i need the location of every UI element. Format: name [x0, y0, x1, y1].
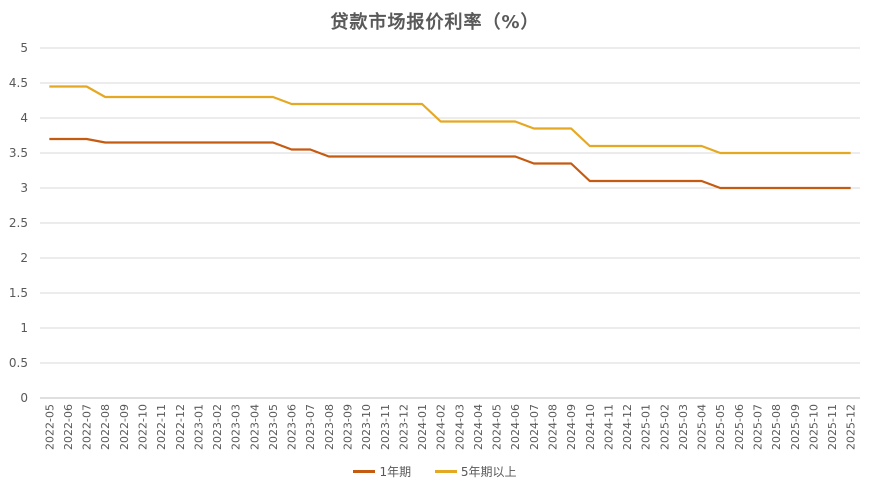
x-tick-label: 2023-08 [323, 404, 336, 450]
series-line-1y[interactable] [49, 137, 851, 190]
y-tick-label: 2 [20, 251, 28, 265]
y-tick-label: 4.5 [9, 76, 28, 90]
y-tick-label: 3.5 [9, 146, 28, 160]
x-tick-label: 2022-06 [62, 404, 75, 450]
x-tick-label: 2024-01 [416, 404, 429, 450]
x-tick-label: 2024-02 [435, 404, 448, 450]
x-tick-label: 2022-09 [118, 404, 131, 450]
gridlines [40, 47, 860, 399]
y-tick-label: 2.5 [9, 216, 28, 230]
y-tick-label: 4 [20, 111, 28, 125]
x-tick-label: 2025-07 [752, 404, 765, 450]
x-axis-ticks: 2022-05 2022-06 2022-07 2022-08 2022-09 2022-… [43, 404, 857, 450]
x-tick-label: 2022-05 [43, 404, 56, 450]
x-tick-label: 2025-04 [696, 404, 709, 450]
x-tick-label: 2024-03 [453, 404, 466, 450]
x-tick-label: 2025-11 [826, 404, 839, 450]
legend: 1年期 5年期以上 [0, 462, 870, 480]
y-tick-label: 1.5 [9, 286, 28, 300]
x-tick-label: 2023-09 [342, 404, 355, 450]
legend-swatch-5y [434, 470, 457, 473]
series-lines [49, 85, 851, 190]
x-tick-label: 2025-03 [677, 404, 690, 450]
y-tick-label: 5 [20, 41, 28, 55]
x-tick-label: 2024-06 [509, 404, 522, 450]
x-tick-label: 2025-10 [807, 404, 820, 450]
y-tick-label: 0 [20, 391, 28, 405]
x-tick-label: 2022-10 [137, 404, 150, 450]
legend-item-1y[interactable]: 1年期 [353, 463, 411, 480]
x-tick-label: 2023-03 [230, 404, 243, 450]
x-tick-label: 2022-12 [174, 404, 187, 450]
x-tick-label: 2022-07 [81, 404, 94, 450]
x-tick-label: 2024-11 [602, 404, 615, 450]
x-tick-label: 2024-12 [621, 404, 634, 450]
x-tick-label: 2023-02 [211, 404, 224, 450]
x-tick-label: 2024-04 [472, 404, 485, 450]
y-tick-label: 0.5 [9, 356, 28, 370]
x-tick-label: 2022-08 [99, 404, 112, 450]
chart-title: 贷款市场报价利率（%） [330, 12, 540, 33]
x-tick-label: 2025-06 [733, 404, 746, 450]
x-tick-label: 2023-10 [360, 404, 373, 450]
x-tick-label: 2024-05 [491, 404, 504, 450]
series-line-5y[interactable] [49, 85, 851, 155]
x-tick-label: 2024-08 [547, 404, 560, 450]
x-tick-label: 2023-12 [397, 404, 410, 450]
x-tick-label: 2023-07 [304, 404, 317, 450]
x-tick-label: 2023-01 [192, 404, 205, 450]
legend-label-1y: 1年期 [379, 465, 412, 479]
x-tick-label: 2025-05 [714, 404, 727, 450]
x-tick-label: 2025-08 [770, 404, 783, 450]
x-tick-label: 2025-12 [845, 404, 858, 450]
x-tick-label: 2024-09 [565, 404, 578, 450]
y-axis-ticks: 0 0.5 1 1.5 2 2.5 3 3.5 4 4.5 5 [9, 41, 28, 405]
y-tick-label: 1 [20, 321, 28, 335]
x-tick-label: 2023-04 [248, 404, 261, 450]
x-tick-label: 2023-06 [286, 404, 299, 450]
legend-swatch-1y [353, 470, 376, 473]
y-tick-label: 3 [20, 181, 28, 195]
x-tick-label: 2023-11 [379, 404, 392, 450]
x-tick-label: 2025-09 [789, 404, 802, 450]
legend-item-5y[interactable]: 5年期以上 [434, 463, 517, 480]
x-tick-label: 2023-05 [267, 404, 280, 450]
x-tick-label: 2024-07 [528, 404, 541, 450]
x-tick-label: 2022-11 [155, 404, 168, 450]
x-tick-label: 2025-02 [658, 404, 671, 450]
legend-label-5y: 5年期以上 [460, 465, 517, 479]
x-tick-label: 2025-01 [640, 404, 653, 450]
x-tick-label: 2024-10 [584, 404, 597, 450]
